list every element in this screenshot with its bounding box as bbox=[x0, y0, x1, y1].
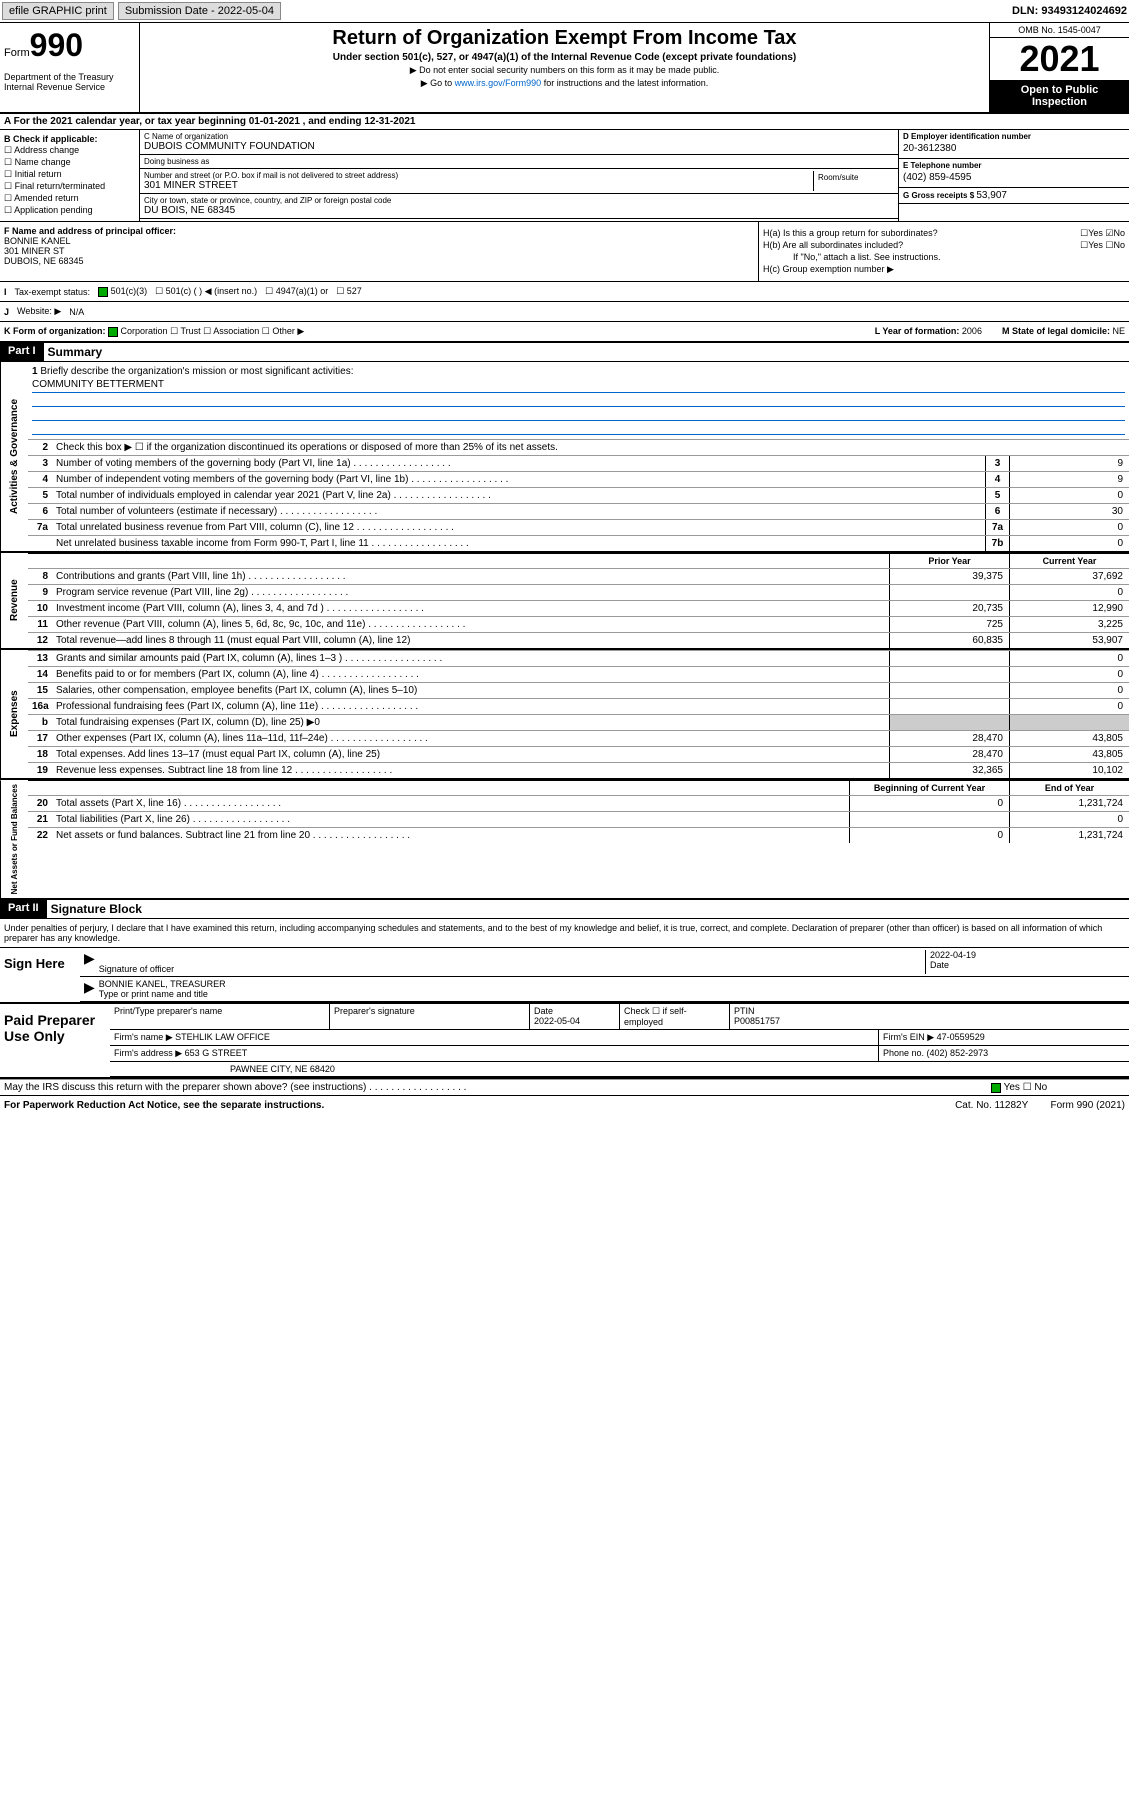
firm-phone: (402) 852-2973 bbox=[927, 1048, 989, 1058]
col-b: B Check if applicable: ☐ Address change … bbox=[0, 130, 140, 221]
declaration: Under penalties of perjury, I declare th… bbox=[0, 919, 1129, 948]
sidebar-exp: Expenses bbox=[0, 650, 28, 778]
chk-name[interactable]: ☐ Name change bbox=[4, 157, 135, 168]
l16a-c: 0 bbox=[1009, 699, 1129, 714]
l6-amt: 30 bbox=[1009, 504, 1129, 519]
l7b-amt: 0 bbox=[1009, 536, 1129, 551]
irs-link[interactable]: www.irs.gov/Form990 bbox=[455, 78, 542, 88]
tel: (402) 859-4595 bbox=[903, 170, 1125, 185]
firm-addr: 653 G STREET bbox=[185, 1048, 248, 1058]
part2-header: Part II Signature Block bbox=[0, 900, 1129, 919]
l20-p: 0 bbox=[849, 796, 1009, 811]
line-a: A For the 2021 calendar year, or tax yea… bbox=[0, 114, 1129, 130]
sign-here: Sign Here ▶Signature of officer2022-04-1… bbox=[0, 948, 1129, 1004]
ptin: P00851757 bbox=[734, 1016, 780, 1026]
firm-ein: 47-0559529 bbox=[937, 1032, 985, 1042]
gross: 53,907 bbox=[976, 188, 1007, 203]
tax-year: 2021 bbox=[990, 38, 1129, 80]
l8-c: 37,692 bbox=[1009, 569, 1129, 584]
row-k: K Form of organization: Corporation ☐ Tr… bbox=[0, 322, 1129, 343]
l10-p: 20,735 bbox=[889, 601, 1009, 616]
firm-name: STEHLIK LAW OFFICE bbox=[175, 1032, 270, 1042]
paid-preparer: Paid Preparer Use Only Print/Type prepar… bbox=[0, 1004, 1129, 1079]
note-ssn: ▶ Do not enter social security numbers o… bbox=[144, 65, 985, 76]
col-deg: D Employer identification number20-36123… bbox=[899, 130, 1129, 221]
exp-block: Expenses 13Grants and similar amounts pa… bbox=[0, 650, 1129, 780]
mission: COMMUNITY BETTERMENT bbox=[32, 377, 1125, 393]
form-number: Form990 bbox=[4, 27, 135, 64]
dln: DLN: 93493124024692 bbox=[1012, 5, 1127, 17]
topbar: efile GRAPHIC print Submission Date - 20… bbox=[0, 0, 1129, 23]
subdate-btn: Submission Date - 2022-05-04 bbox=[118, 2, 281, 20]
chk-501c3[interactable]: 501(c)(3) bbox=[98, 286, 147, 297]
chk-pending[interactable]: ☐ Application pending bbox=[4, 205, 135, 216]
l18-c: 43,805 bbox=[1009, 747, 1129, 762]
col-f: F Name and address of principal officer:… bbox=[0, 222, 759, 281]
l15-c: 0 bbox=[1009, 683, 1129, 698]
website: N/A bbox=[69, 307, 84, 317]
l22-p: 0 bbox=[849, 828, 1009, 843]
form-subtitle: Under section 501(c), 527, or 4947(a)(1)… bbox=[144, 52, 985, 63]
chk-amended[interactable]: ☐ Amended return bbox=[4, 193, 135, 204]
l19-p: 32,365 bbox=[889, 763, 1009, 778]
l20-c: 1,231,724 bbox=[1009, 796, 1129, 811]
l12-p: 60,835 bbox=[889, 633, 1009, 648]
l14-c: 0 bbox=[1009, 667, 1129, 682]
l3-amt: 9 bbox=[1009, 456, 1129, 471]
chk-final[interactable]: ☐ Final return/terminated bbox=[4, 181, 135, 192]
l9-c: 0 bbox=[1009, 585, 1129, 600]
city: DU BOIS, NE 68345 bbox=[144, 205, 894, 216]
dept: Department of the Treasury Internal Reve… bbox=[4, 72, 135, 92]
gov-block: Activities & Governance 1 Briefly descri… bbox=[0, 362, 1129, 553]
l10-c: 12,990 bbox=[1009, 601, 1129, 616]
prep-date: 2022-05-04 bbox=[534, 1016, 580, 1026]
sidebar-rev: Revenue bbox=[0, 553, 28, 648]
firm-addr2: PAWNEE CITY, NE 68420 bbox=[110, 1062, 1129, 1076]
efile-btn[interactable]: efile GRAPHIC print bbox=[2, 2, 114, 20]
part1-header: Part I Summary bbox=[0, 343, 1129, 362]
year-formed: 2006 bbox=[962, 326, 982, 336]
l8-p: 39,375 bbox=[889, 569, 1009, 584]
l17-c: 43,805 bbox=[1009, 731, 1129, 746]
l22-c: 1,231,724 bbox=[1009, 828, 1129, 843]
l11-c: 3,225 bbox=[1009, 617, 1129, 632]
chk-address[interactable]: ☐ Address change bbox=[4, 145, 135, 156]
l12-c: 53,907 bbox=[1009, 633, 1129, 648]
net-block: Net Assets or Fund Balances Beginning of… bbox=[0, 780, 1129, 900]
l18-p: 28,470 bbox=[889, 747, 1009, 762]
sidebar-gov: Activities & Governance bbox=[0, 362, 28, 551]
l21-c: 0 bbox=[1009, 812, 1129, 827]
inspection: Open to PublicInspection bbox=[990, 80, 1129, 112]
l19-c: 10,102 bbox=[1009, 763, 1129, 778]
form-header: Form990 Department of the Treasury Inter… bbox=[0, 23, 1129, 114]
l7a-amt: 0 bbox=[1009, 520, 1129, 535]
officer-name: BONNIE KANEL bbox=[4, 236, 71, 246]
domicile: NE bbox=[1112, 326, 1125, 336]
col-h: H(a) Is this a group return for subordin… bbox=[759, 222, 1129, 281]
l4-amt: 9 bbox=[1009, 472, 1129, 487]
col-c: C Name of organizationDUBOIS COMMUNITY F… bbox=[140, 130, 899, 221]
street: 301 MINER STREET bbox=[144, 180, 813, 191]
l13-c: 0 bbox=[1009, 651, 1129, 666]
form-title: Return of Organization Exempt From Incom… bbox=[144, 27, 985, 50]
note-link: ▶ Go to www.irs.gov/Form990 for instruct… bbox=[144, 78, 985, 89]
rev-block: Revenue Prior YearCurrent Year 8Contribu… bbox=[0, 553, 1129, 650]
l11-p: 725 bbox=[889, 617, 1009, 632]
org-name: DUBOIS COMMUNITY FOUNDATION bbox=[144, 141, 894, 152]
row-i: ITax-exempt status: 501(c)(3) ☐ 501(c) (… bbox=[0, 282, 1129, 302]
l5-amt: 0 bbox=[1009, 488, 1129, 503]
footer: For Paperwork Reduction Act Notice, see … bbox=[0, 1096, 1129, 1115]
officer-sig: BONNIE KANEL, TREASURER bbox=[99, 979, 226, 989]
chk-initial[interactable]: ☐ Initial return bbox=[4, 169, 135, 180]
sidebar-net: Net Assets or Fund Balances bbox=[0, 780, 28, 898]
section-bcdeg: B Check if applicable: ☐ Address change … bbox=[0, 130, 1129, 222]
section-fh: F Name and address of principal officer:… bbox=[0, 222, 1129, 282]
discuss-row: May the IRS discuss this return with the… bbox=[0, 1079, 1129, 1096]
sign-date: 2022-04-19 bbox=[930, 950, 976, 960]
omb: OMB No. 1545-0047 bbox=[990, 23, 1129, 38]
ein: 20-3612380 bbox=[903, 141, 1125, 156]
row-j: JWebsite: ▶ N/A bbox=[0, 302, 1129, 322]
l17-p: 28,470 bbox=[889, 731, 1009, 746]
